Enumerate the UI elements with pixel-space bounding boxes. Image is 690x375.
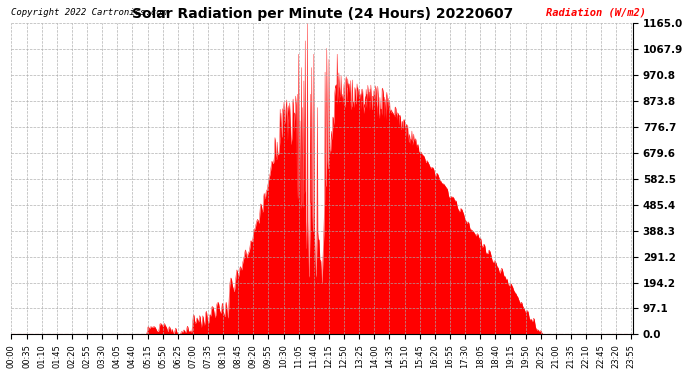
Text: Radiation (W/m2): Radiation (W/m2) bbox=[546, 7, 646, 17]
Title: Solar Radiation per Minute (24 Hours) 20220607: Solar Radiation per Minute (24 Hours) 20… bbox=[132, 7, 513, 21]
Text: Copyright 2022 Cartronics.com: Copyright 2022 Cartronics.com bbox=[12, 8, 167, 17]
